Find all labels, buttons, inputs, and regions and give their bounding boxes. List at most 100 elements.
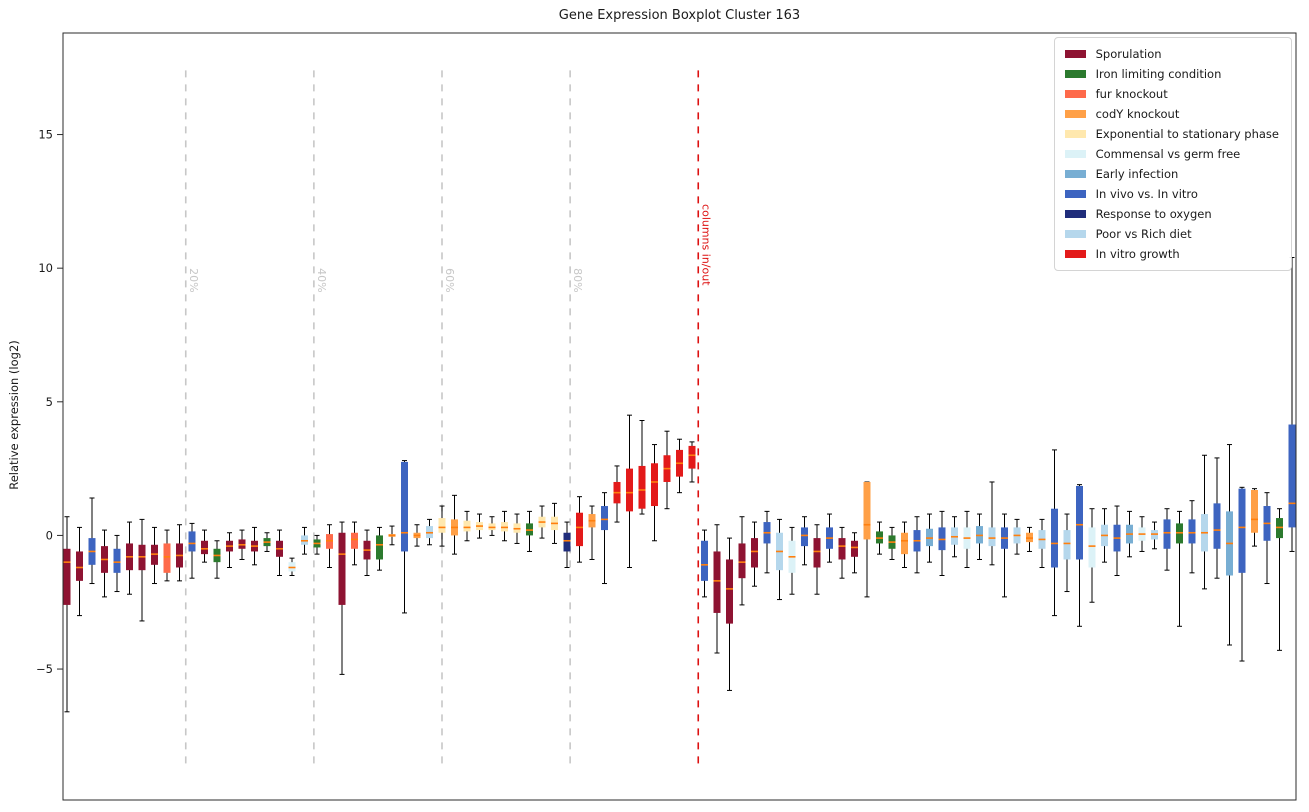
box-iqr	[863, 481, 871, 540]
boxplot-box-91	[1188, 500, 1196, 574]
boxplot-box-47	[638, 420, 646, 515]
box-iqr	[63, 548, 71, 605]
box-iqr	[701, 540, 708, 581]
boxplot-box-85	[1113, 505, 1121, 577]
legend-swatch	[1064, 190, 1086, 198]
legend-swatch	[1064, 150, 1086, 158]
legend-swatch	[1064, 130, 1086, 138]
box-iqr	[1188, 519, 1196, 544]
legend-item-early-infection: Early infection	[1064, 167, 1279, 181]
boxplot-box-60	[801, 516, 808, 566]
legend-swatch	[1064, 50, 1086, 58]
boxplot-box-66	[876, 521, 883, 555]
legend-item-iron-limiting-condition: Iron limiting condition	[1064, 67, 1279, 81]
box-iqr	[188, 531, 196, 552]
boxplot-box-59	[788, 526, 796, 595]
boxplot-box-79	[1038, 518, 1046, 568]
boxplot-box-56	[751, 521, 758, 587]
box-iqr	[988, 527, 996, 547]
box-iqr	[351, 532, 358, 549]
boxplot-box-96	[1251, 488, 1258, 547]
boxplot-box-29	[413, 524, 421, 547]
box-iqr	[201, 540, 208, 555]
boxplot-box-8	[151, 526, 158, 585]
boxplot-box-76	[1001, 513, 1008, 598]
boxplot-box-63	[838, 526, 846, 579]
boxplot-box-41	[563, 521, 571, 568]
boxplot-box-82	[1076, 484, 1083, 627]
boxplot-box-52	[701, 529, 708, 598]
legend-item-sporulation: Sporulation	[1064, 47, 1279, 61]
boxplot-box-74	[976, 513, 983, 560]
boxplot-box-71	[938, 510, 946, 577]
box-iqr	[601, 506, 608, 531]
legend-label: Sporulation	[1095, 47, 1162, 61]
boxplot-box-84	[1101, 508, 1108, 563]
legend-label: codY knockout	[1095, 107, 1180, 121]
box-iqr	[438, 518, 446, 533]
boxplot-box-51	[688, 441, 696, 483]
legend-swatch	[1064, 70, 1086, 78]
box-iqr	[638, 465, 646, 509]
box-iqr	[1288, 424, 1296, 528]
legend-label: In vitro growth	[1095, 247, 1180, 261]
box-iqr	[713, 551, 721, 613]
y-tick-label: 15	[38, 128, 53, 142]
boxplot-box-21	[313, 534, 321, 555]
boxplot-box-3	[88, 497, 96, 585]
box-iqr	[76, 551, 83, 581]
boxplot-box-94	[1226, 444, 1233, 646]
y-tick-label: 5	[46, 395, 53, 409]
boxplot-box-73	[963, 510, 971, 568]
box-iqr	[1163, 519, 1171, 549]
boxplot-box-36	[501, 510, 508, 542]
boxplot-box-35	[488, 516, 496, 536]
boxplot-box-68	[901, 521, 908, 568]
boxplot-box-58	[776, 518, 783, 601]
boxplot-box-25	[363, 529, 371, 577]
legend-item-commensal-vs-germ-free: Commensal vs germ free	[1064, 147, 1279, 161]
boxplot-box-14	[226, 532, 233, 568]
box-iqr	[1063, 530, 1071, 560]
box-iqr	[801, 527, 808, 547]
boxplot-box-22	[326, 524, 333, 568]
boxplot-box-54	[726, 537, 733, 691]
box-iqr	[688, 445, 696, 469]
box-iqr	[1213, 503, 1221, 549]
boxplot-box-65	[863, 481, 871, 598]
box-iqr	[1051, 508, 1058, 568]
boxplot-box-55	[738, 516, 746, 606]
boxplot-box-50	[676, 438, 683, 494]
vline-label: 60%	[443, 268, 456, 292]
boxplot-box-86	[1126, 510, 1133, 558]
box-iqr	[813, 538, 821, 568]
boxplot-box-46	[626, 414, 633, 568]
legend-label: In vivo vs. In vitro	[1095, 187, 1198, 201]
boxplot-box-87	[1138, 516, 1146, 552]
box-iqr	[851, 540, 858, 557]
vline-label: 20%	[187, 268, 200, 292]
vline-label: 40%	[315, 268, 328, 292]
legend-label: Commensal vs germ free	[1095, 147, 1241, 161]
box-iqr	[901, 532, 908, 555]
boxplot-box-69	[913, 516, 921, 574]
boxplot-box-24	[351, 521, 358, 566]
boxplot-box-4	[101, 529, 108, 598]
boxplot-box-12	[201, 529, 208, 563]
chart-title: Gene Expression Boxplot Cluster 163	[558, 8, 801, 23]
legend-swatch	[1064, 110, 1086, 118]
boxplot-box-80	[1051, 449, 1058, 617]
legend-label: fur knockout	[1095, 87, 1168, 101]
boxplot-box-2	[76, 526, 83, 617]
legend-label: Poor vs Rich diet	[1095, 227, 1192, 241]
box-iqr	[1251, 489, 1258, 533]
boxplot-box-70	[926, 513, 933, 563]
box-iqr	[401, 461, 408, 552]
boxplot-box-13	[213, 540, 221, 579]
boxplot-box-98	[1276, 508, 1283, 651]
boxplot-box-43	[588, 505, 596, 560]
boxplot-box-88	[1151, 521, 1158, 550]
boxplot-box-61	[813, 524, 821, 595]
box-iqr	[738, 543, 746, 579]
